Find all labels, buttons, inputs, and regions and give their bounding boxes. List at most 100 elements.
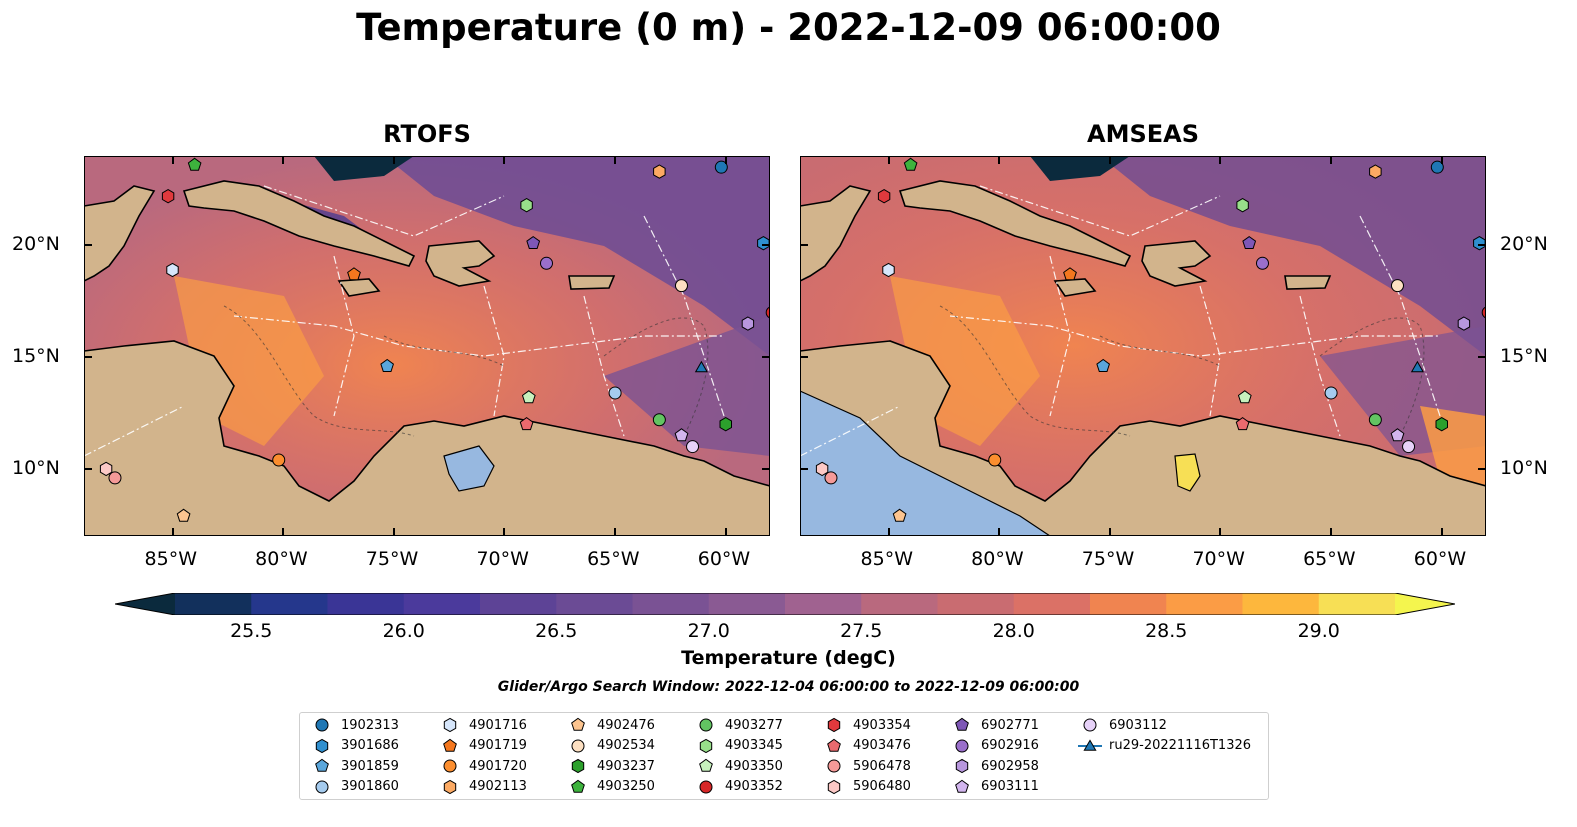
legend-item-3901859: 3901859 <box>310 756 399 776</box>
lat-tick-label: 20°N <box>12 233 60 256</box>
legend-label: 6903112 <box>1109 717 1167 733</box>
legend-marker-icon <box>955 717 969 731</box>
legend-item-6902916: 6902916 <box>950 736 1039 756</box>
jamaica-land <box>1053 278 1097 297</box>
eez-line <box>233 315 724 357</box>
float-marker-ru29-20221116T1326 <box>694 360 708 373</box>
panel-title-amseas: AMSEAS <box>1087 120 1199 148</box>
float-marker-6902916 <box>539 256 553 270</box>
float-marker-4902113 <box>1369 164 1382 179</box>
legend-marker-icon <box>1078 738 1102 751</box>
jamaica-land <box>337 278 381 297</box>
central-south-america-land <box>84 340 770 536</box>
cuba-land <box>182 180 416 267</box>
legend-label: 5906478 <box>853 758 911 774</box>
legend-item-4902113: 4902113 <box>438 777 527 797</box>
lat-tick-label: 10°N <box>12 456 60 479</box>
eez-line <box>483 285 505 417</box>
legend-item-1902313: 1902313 <box>310 715 399 735</box>
legend-item-3901860: 3901860 <box>310 777 399 797</box>
float-marker-4901720 <box>272 453 286 467</box>
legend-item-4903354: 4903354 <box>822 715 911 735</box>
float-marker-3901686 <box>1473 236 1486 251</box>
land-masses <box>84 180 770 536</box>
lon-tick-mark <box>503 528 506 536</box>
puerto-rico-land <box>568 275 616 290</box>
legend-item-6903111: 6903111 <box>950 777 1039 797</box>
colorbar-band <box>403 593 481 615</box>
float-marker-6902958 <box>1457 316 1471 331</box>
legend-marker-icon <box>827 717 841 733</box>
rtofs-map <box>84 156 770 536</box>
legend-item-4901716: 4901716 <box>438 715 527 735</box>
lon-tick-mark <box>614 528 617 536</box>
legend-marker-icon <box>443 738 457 752</box>
colorbar-label: Temperature (degC) <box>681 647 896 669</box>
colorbar-band <box>556 593 634 615</box>
legend-label: ru29-20221116T1326 <box>1109 738 1252 753</box>
eez-line <box>643 215 725 417</box>
float-marker-6902771 <box>526 235 541 249</box>
float-marker-4903354 <box>877 189 891 204</box>
float-marker-4903345 <box>1236 198 1249 213</box>
float-marker-4903277 <box>1368 413 1382 427</box>
float-marker-4903277 <box>652 413 666 427</box>
float-marker-6902916 <box>1255 256 1269 270</box>
float-marker-6902958 <box>741 316 755 331</box>
legend-item-6902771: 6902771 <box>950 715 1039 735</box>
legend-marker-icon <box>827 779 841 794</box>
colorbar-tick-label: 26.0 <box>382 620 425 642</box>
hispaniola-land <box>1141 240 1212 287</box>
figure-title: Temperature (0 m) - 2022-12-09 06:00:00 <box>356 6 1221 49</box>
legend-item-4903352: 4903352 <box>694 777 783 797</box>
lon-tick-label: 75°W <box>365 548 419 570</box>
float-marker-4903350 <box>1237 390 1252 404</box>
colorbar-tick-label: 28.0 <box>992 620 1035 642</box>
legend-marker-icon <box>315 758 329 772</box>
legend-label: 4901720 <box>469 758 527 774</box>
lon-tick-label: 65°W <box>1303 548 1356 570</box>
colorbar-band <box>1090 593 1167 615</box>
legend-label: 4903476 <box>853 738 911 753</box>
lat-tick-label: 15°N <box>12 345 60 368</box>
depth-contour <box>1099 335 1221 367</box>
lon-tick-label: 80°W <box>255 548 308 570</box>
legend-label: 4903277 <box>725 717 783 733</box>
lake-maracaibo <box>443 445 495 492</box>
legend-marker-icon <box>315 718 329 732</box>
float-marker-4901716 <box>166 262 179 278</box>
legend-item-5906478: 5906478 <box>822 756 911 776</box>
legend-marker-icon <box>443 759 457 773</box>
lat-tick-mark <box>84 356 92 359</box>
float-marker-5906480 <box>99 461 113 477</box>
colorbar-band <box>1166 593 1244 615</box>
float-marker-6903112 <box>686 440 700 454</box>
eez-line <box>84 405 185 457</box>
lon-tick-label: 85°W <box>144 548 197 570</box>
lon-tick-label: 80°W <box>971 548 1024 570</box>
float-marker-4903345 <box>520 198 533 213</box>
float-marker-4903354 <box>161 189 175 204</box>
lon-tick-mark <box>1108 528 1111 536</box>
lon-tick-mark <box>724 528 727 536</box>
eez-boundaries <box>84 185 725 457</box>
eez-line <box>1359 215 1441 417</box>
lon-tick-mark <box>392 528 395 536</box>
float-marker-3901686 <box>757 236 770 251</box>
lon-tick-mark <box>998 528 1001 536</box>
legend-marker-icon <box>827 759 841 773</box>
float-marker-5906478 <box>824 471 838 485</box>
panel-title-rtofs: RTOFS <box>383 120 471 148</box>
float-marker-3901860 <box>608 386 622 400</box>
lon-tick-mark <box>887 156 890 164</box>
colorbar-band <box>251 593 329 615</box>
lat-tick-mark <box>1478 356 1486 359</box>
lat-tick-mark <box>1478 467 1486 470</box>
legend-item-4901719: 4901719 <box>438 736 527 756</box>
legend-marker-icon <box>699 738 713 753</box>
lat-tick-mark <box>84 467 92 470</box>
eez-line <box>1199 285 1221 417</box>
float-marker-4903350 <box>521 390 536 404</box>
legend-item-4903237: 4903237 <box>566 756 655 776</box>
legend-label: 6902958 <box>981 758 1039 774</box>
